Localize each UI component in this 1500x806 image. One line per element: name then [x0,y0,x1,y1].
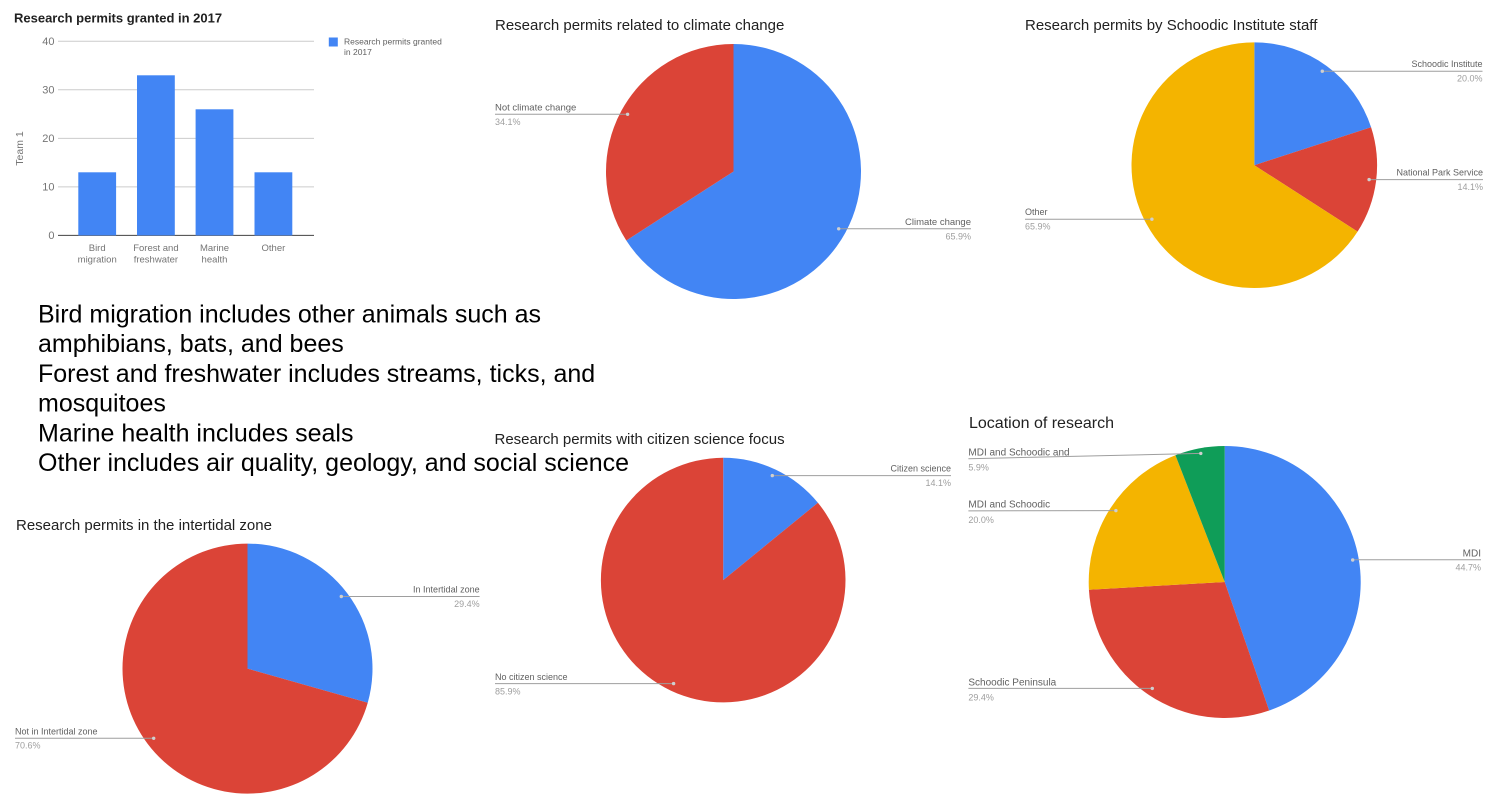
svg-text:Schoodic Peninsula: Schoodic Peninsula [968,677,1056,688]
svg-text:34.1%: 34.1% [495,117,521,127]
svg-text:29.4%: 29.4% [454,599,480,609]
svg-text:mosquitoes: mosquitoes [38,390,166,418]
svg-text:0: 0 [48,230,54,242]
svg-text:70.6%: 70.6% [15,741,41,751]
svg-text:Research permits with citizen: Research permits with citizen science fo… [495,431,785,448]
svg-text:Research permits granted: Research permits granted [344,37,442,47]
svg-text:Research permits by Schoodic I: Research permits by Schoodic Institute s… [1025,17,1318,34]
svg-text:MDI and Schoodic: MDI and Schoodic [968,500,1050,511]
svg-text:freshwater: freshwater [134,255,178,266]
svg-text:Location of research: Location of research [969,415,1114,432]
svg-text:29.4%: 29.4% [968,692,994,702]
svg-text:30: 30 [42,84,54,96]
svg-text:14.1%: 14.1% [1457,182,1483,192]
svg-text:MDI and Schoodic and: MDI and Schoodic and [968,448,1069,459]
svg-text:In Intertidal zone: In Intertidal zone [413,585,480,595]
svg-text:Bird migration includes other: Bird migration includes other animals su… [38,301,541,329]
svg-text:Research permits in the intert: Research permits in the intertidal zone [16,517,272,534]
svg-text:Forest and: Forest and [133,243,178,254]
svg-text:Not in Intertidal zone: Not in Intertidal zone [15,727,98,737]
svg-text:in 2017: in 2017 [344,47,372,57]
svg-text:Not climate change: Not climate change [495,102,576,113]
svg-text:National Park Service: National Park Service [1396,168,1483,178]
svg-text:85.9%: 85.9% [495,687,521,697]
svg-text:Citizen science: Citizen science [890,464,951,474]
svg-text:20: 20 [42,133,54,145]
svg-text:Research permits granted in 20: Research permits granted in 2017 [14,11,222,26]
svg-text:Marine health includes seals: Marine health includes seals [38,419,353,447]
svg-text:10: 10 [42,181,54,193]
svg-text:Other includes air quality, ge: Other includes air quality, geology, and… [38,449,629,477]
svg-text:65.9%: 65.9% [945,231,971,241]
svg-text:20.0%: 20.0% [1457,73,1483,83]
svg-text:Forest and freshwater includes: Forest and freshwater includes streams, … [38,360,595,388]
svg-text:Research permits related to cl: Research permits related to climate chan… [495,17,784,34]
svg-text:MDI: MDI [1463,548,1481,559]
svg-text:5.9%: 5.9% [968,463,989,473]
svg-text:20.0%: 20.0% [968,515,994,525]
svg-text:40: 40 [42,36,54,48]
svg-text:14.1%: 14.1% [925,478,951,488]
svg-text:amphibians, bats, and bees: amphibians, bats, and bees [38,330,344,358]
svg-text:migration: migration [78,255,117,266]
svg-text:Schoodic Institute: Schoodic Institute [1411,59,1482,69]
svg-text:Marine: Marine [200,243,229,254]
svg-text:No citizen science: No citizen science [495,672,568,682]
svg-text:health: health [202,255,228,266]
svg-text:44.7%: 44.7% [1455,563,1481,573]
svg-text:Bird: Bird [89,243,106,254]
svg-text:Other: Other [262,243,286,254]
svg-text:65.9%: 65.9% [1025,221,1051,231]
svg-text:Team 1: Team 1 [14,131,26,166]
svg-text:Other: Other [1025,207,1048,217]
svg-text:Climate change: Climate change [905,217,971,228]
